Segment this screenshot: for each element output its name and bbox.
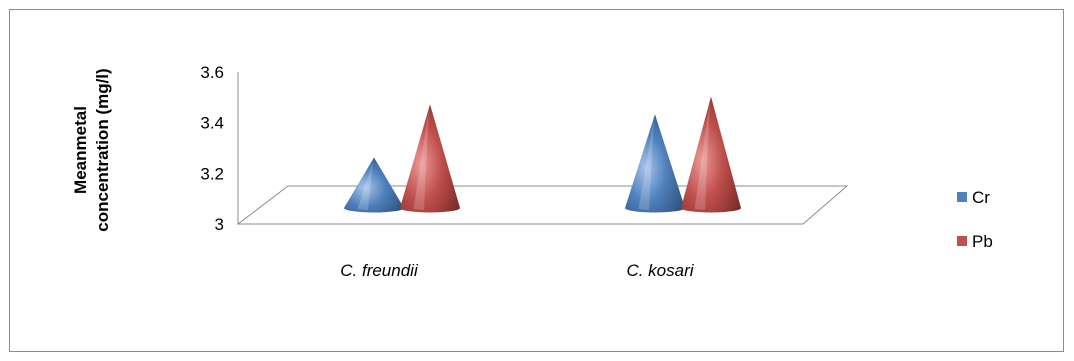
chart-border <box>9 9 1064 352</box>
legend-swatch-cr <box>957 192 967 202</box>
y-axis-label-line-1: Meanmetal <box>71 106 90 194</box>
cone-highlight <box>413 108 429 210</box>
category-label-c-freundii: C. freundii <box>340 261 419 280</box>
legend-label-pb: Pb <box>972 232 993 251</box>
y-axis-label-line-2: concentration (mg/l) <box>93 68 112 231</box>
cone-highlight <box>694 100 710 210</box>
y-tick-label: 3.6 <box>200 63 224 82</box>
y-tick-label: 3.4 <box>200 114 224 133</box>
legend-swatch-pb <box>957 236 967 246</box>
cone-pb-1 <box>400 104 460 213</box>
cone-body <box>625 114 685 213</box>
cone-cr-2 <box>625 114 685 213</box>
cone-pb-2 <box>681 96 741 213</box>
cone-body <box>344 157 404 213</box>
category-label-c-kosari: C. kosari <box>626 261 694 280</box>
legend-label-cr: Cr <box>972 188 990 207</box>
cone-body <box>681 96 741 213</box>
y-ticks: 3 3.2 3.4 3.6 <box>200 63 224 234</box>
y-tick-label: 3.2 <box>200 164 224 183</box>
cone-highlight <box>638 118 654 210</box>
y-tick-label: 3 <box>215 215 224 234</box>
series-marks <box>344 96 741 213</box>
cone-body <box>400 104 460 213</box>
cone-highlight <box>357 161 373 210</box>
legend: Cr Pb <box>957 188 993 251</box>
chart-floor <box>236 185 849 225</box>
cone-cr-1 <box>344 157 404 213</box>
